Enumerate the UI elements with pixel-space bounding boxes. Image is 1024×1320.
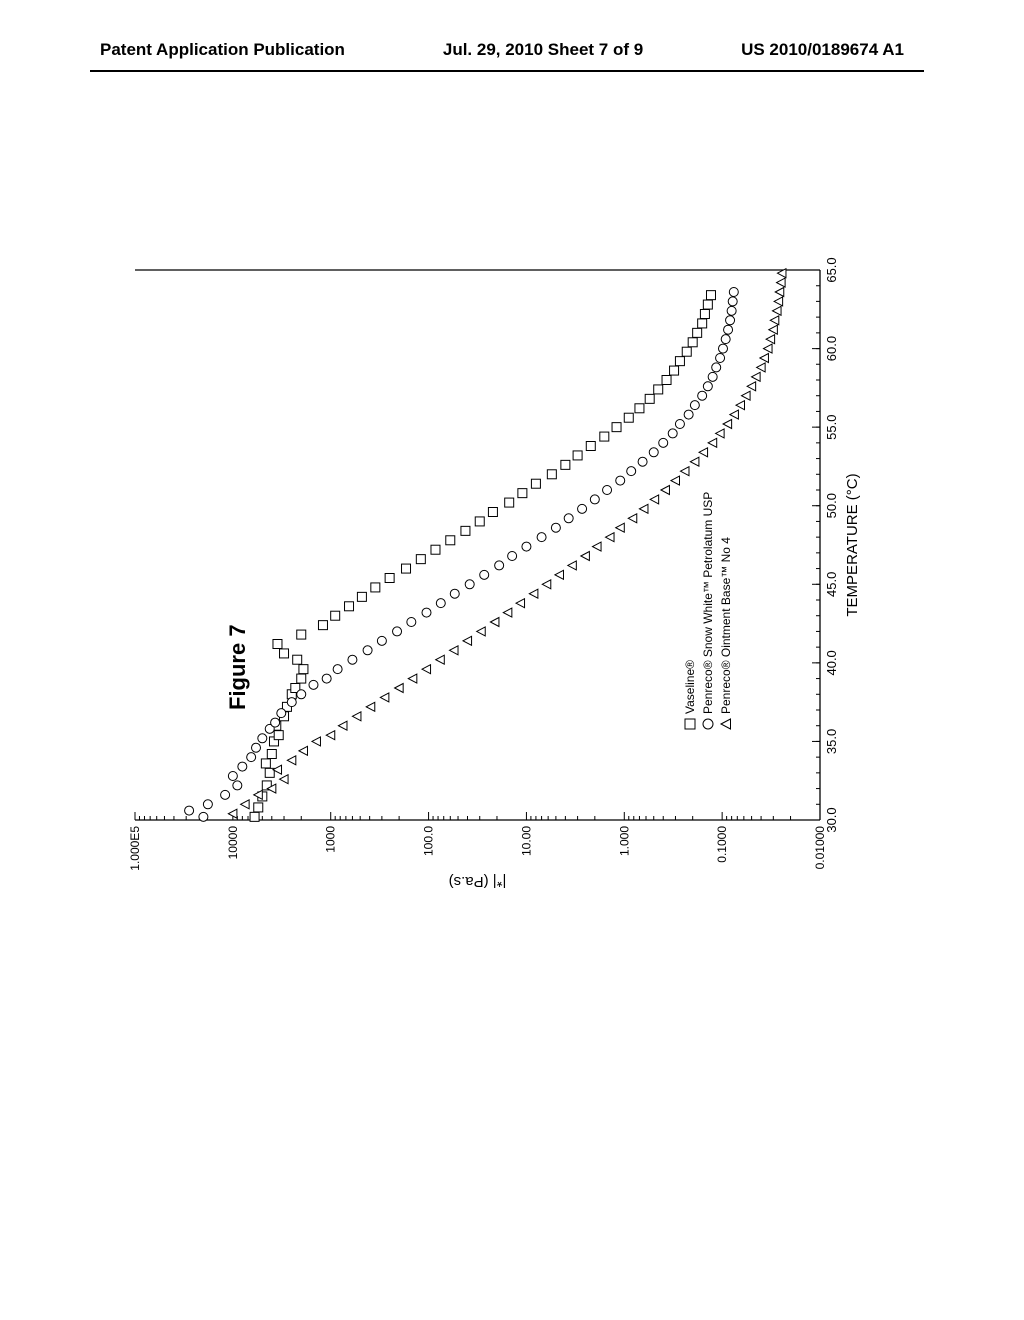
header-left: Patent Application Publication <box>100 40 345 60</box>
svg-text:60.0: 60.0 <box>824 336 839 361</box>
figure-label: Figure 7 <box>225 624 251 710</box>
svg-text:Penreco® Snow White™ Petrolatu: Penreco® Snow White™ Petrolatum USP <box>701 492 715 714</box>
viscosity-chart: 30.035.040.045.050.055.060.065.00.010000… <box>125 255 875 895</box>
header-right: US 2010/0189674 A1 <box>741 40 904 60</box>
svg-text:45.0: 45.0 <box>824 572 839 597</box>
svg-text:1.000E5: 1.000E5 <box>128 826 142 871</box>
svg-text:100.0: 100.0 <box>422 826 436 856</box>
svg-text:1000: 1000 <box>324 826 338 853</box>
svg-text:Penreco® Ointment Base™ No 4: Penreco® Ointment Base™ No 4 <box>719 537 733 714</box>
svg-text:TEMPERATURE (°C): TEMPERATURE (°C) <box>844 473 861 616</box>
svg-text:|*| (Pa.s): |*| (Pa.s) <box>449 873 507 890</box>
svg-text:65.0: 65.0 <box>824 257 839 282</box>
header-divider <box>90 70 924 72</box>
svg-text:50.0: 50.0 <box>824 493 839 518</box>
svg-text:55.0: 55.0 <box>824 414 839 439</box>
svg-text:40.0: 40.0 <box>824 650 839 675</box>
svg-text:1.000: 1.000 <box>617 826 631 856</box>
svg-text:10.00: 10.00 <box>519 826 533 856</box>
svg-text:10000: 10000 <box>226 826 240 860</box>
chart-rotated-container: 30.035.040.045.050.055.060.065.00.010000… <box>125 255 875 895</box>
page-header: Patent Application Publication Jul. 29, … <box>0 40 1024 60</box>
svg-text:35.0: 35.0 <box>824 729 839 754</box>
svg-text:Vaseline®: Vaseline® <box>683 660 697 714</box>
svg-text:0.1000: 0.1000 <box>715 826 729 863</box>
header-center: Jul. 29, 2010 Sheet 7 of 9 <box>443 40 643 60</box>
svg-text:0.01000: 0.01000 <box>813 826 827 870</box>
